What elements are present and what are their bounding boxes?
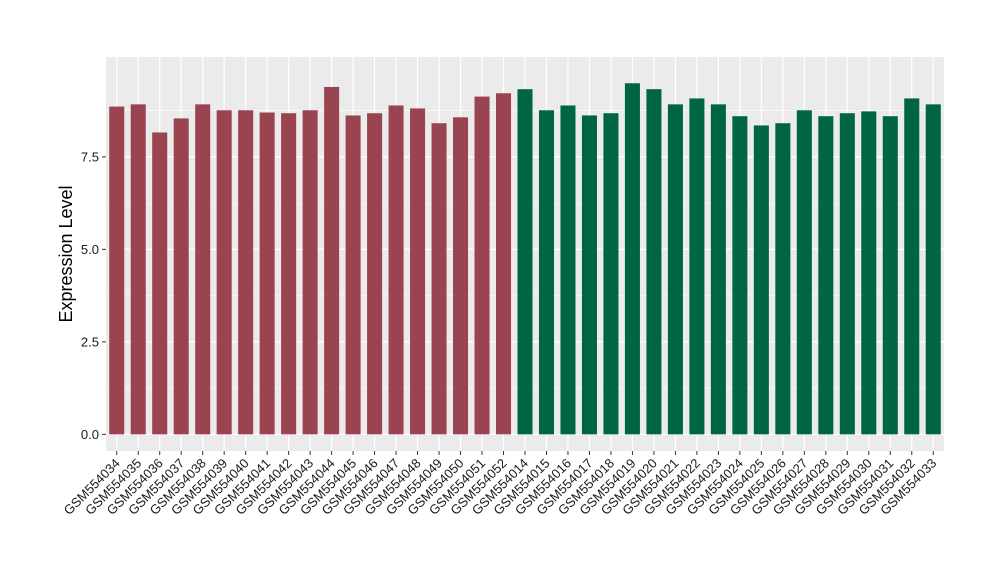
bar-GSM554017 <box>581 115 597 435</box>
bar-GSM554032 <box>904 98 920 435</box>
bar-GSM554043 <box>302 110 318 435</box>
bar-GSM554029 <box>839 113 855 435</box>
y-axis-title: Expression Level <box>56 185 76 322</box>
bar-GSM554027 <box>796 110 812 435</box>
y-tick-label: 5.0 <box>81 242 99 257</box>
bar-GSM554045 <box>345 115 361 435</box>
x-axis: GSM554034GSM554035GSM554036GSM554037GSM5… <box>61 451 939 518</box>
bar-GSM554019 <box>624 83 640 435</box>
bar-GSM554041 <box>259 112 275 435</box>
bar-GSM554050 <box>453 117 469 435</box>
bar-GSM554031 <box>882 116 898 435</box>
bar-GSM554044 <box>324 86 340 435</box>
bar-GSM554030 <box>861 111 877 435</box>
bar-GSM554037 <box>173 118 189 435</box>
y-tick-label: 7.5 <box>81 149 99 164</box>
bar-GSM554026 <box>775 123 791 435</box>
bar-GSM554036 <box>152 132 168 435</box>
bar-GSM554038 <box>195 104 211 435</box>
y-tick-label: 0.0 <box>81 427 99 442</box>
bar-GSM554018 <box>603 113 619 435</box>
bar-GSM554023 <box>710 104 726 435</box>
bar-GSM554042 <box>281 113 297 435</box>
bar-GSM554035 <box>130 104 146 435</box>
bar-GSM554016 <box>560 105 576 435</box>
bar-GSM554040 <box>238 110 254 435</box>
bar-GSM554034 <box>109 106 125 435</box>
bar-GSM554033 <box>925 104 941 435</box>
bar-GSM554014 <box>517 89 533 435</box>
bar-GSM554015 <box>538 110 555 435</box>
bar-GSM554051 <box>474 96 490 435</box>
bar-GSM554048 <box>410 108 426 435</box>
y-tick-label: 2.5 <box>81 334 99 349</box>
bar-GSM554022 <box>689 98 705 435</box>
bar-GSM554049 <box>431 123 447 435</box>
bar-GSM554021 <box>667 104 683 435</box>
bar-GSM554028 <box>818 116 834 435</box>
bar-GSM554039 <box>216 110 232 435</box>
bar-GSM554024 <box>732 116 748 435</box>
y-axis: 0.0 2.5 5.0 7.5 <box>81 149 106 442</box>
bar-GSM554047 <box>388 105 404 435</box>
bars <box>109 83 941 435</box>
bar-GSM554052 <box>495 93 512 435</box>
bar-GSM554020 <box>646 89 662 435</box>
bar-GSM554046 <box>367 113 383 435</box>
bar-GSM554025 <box>753 125 769 435</box>
